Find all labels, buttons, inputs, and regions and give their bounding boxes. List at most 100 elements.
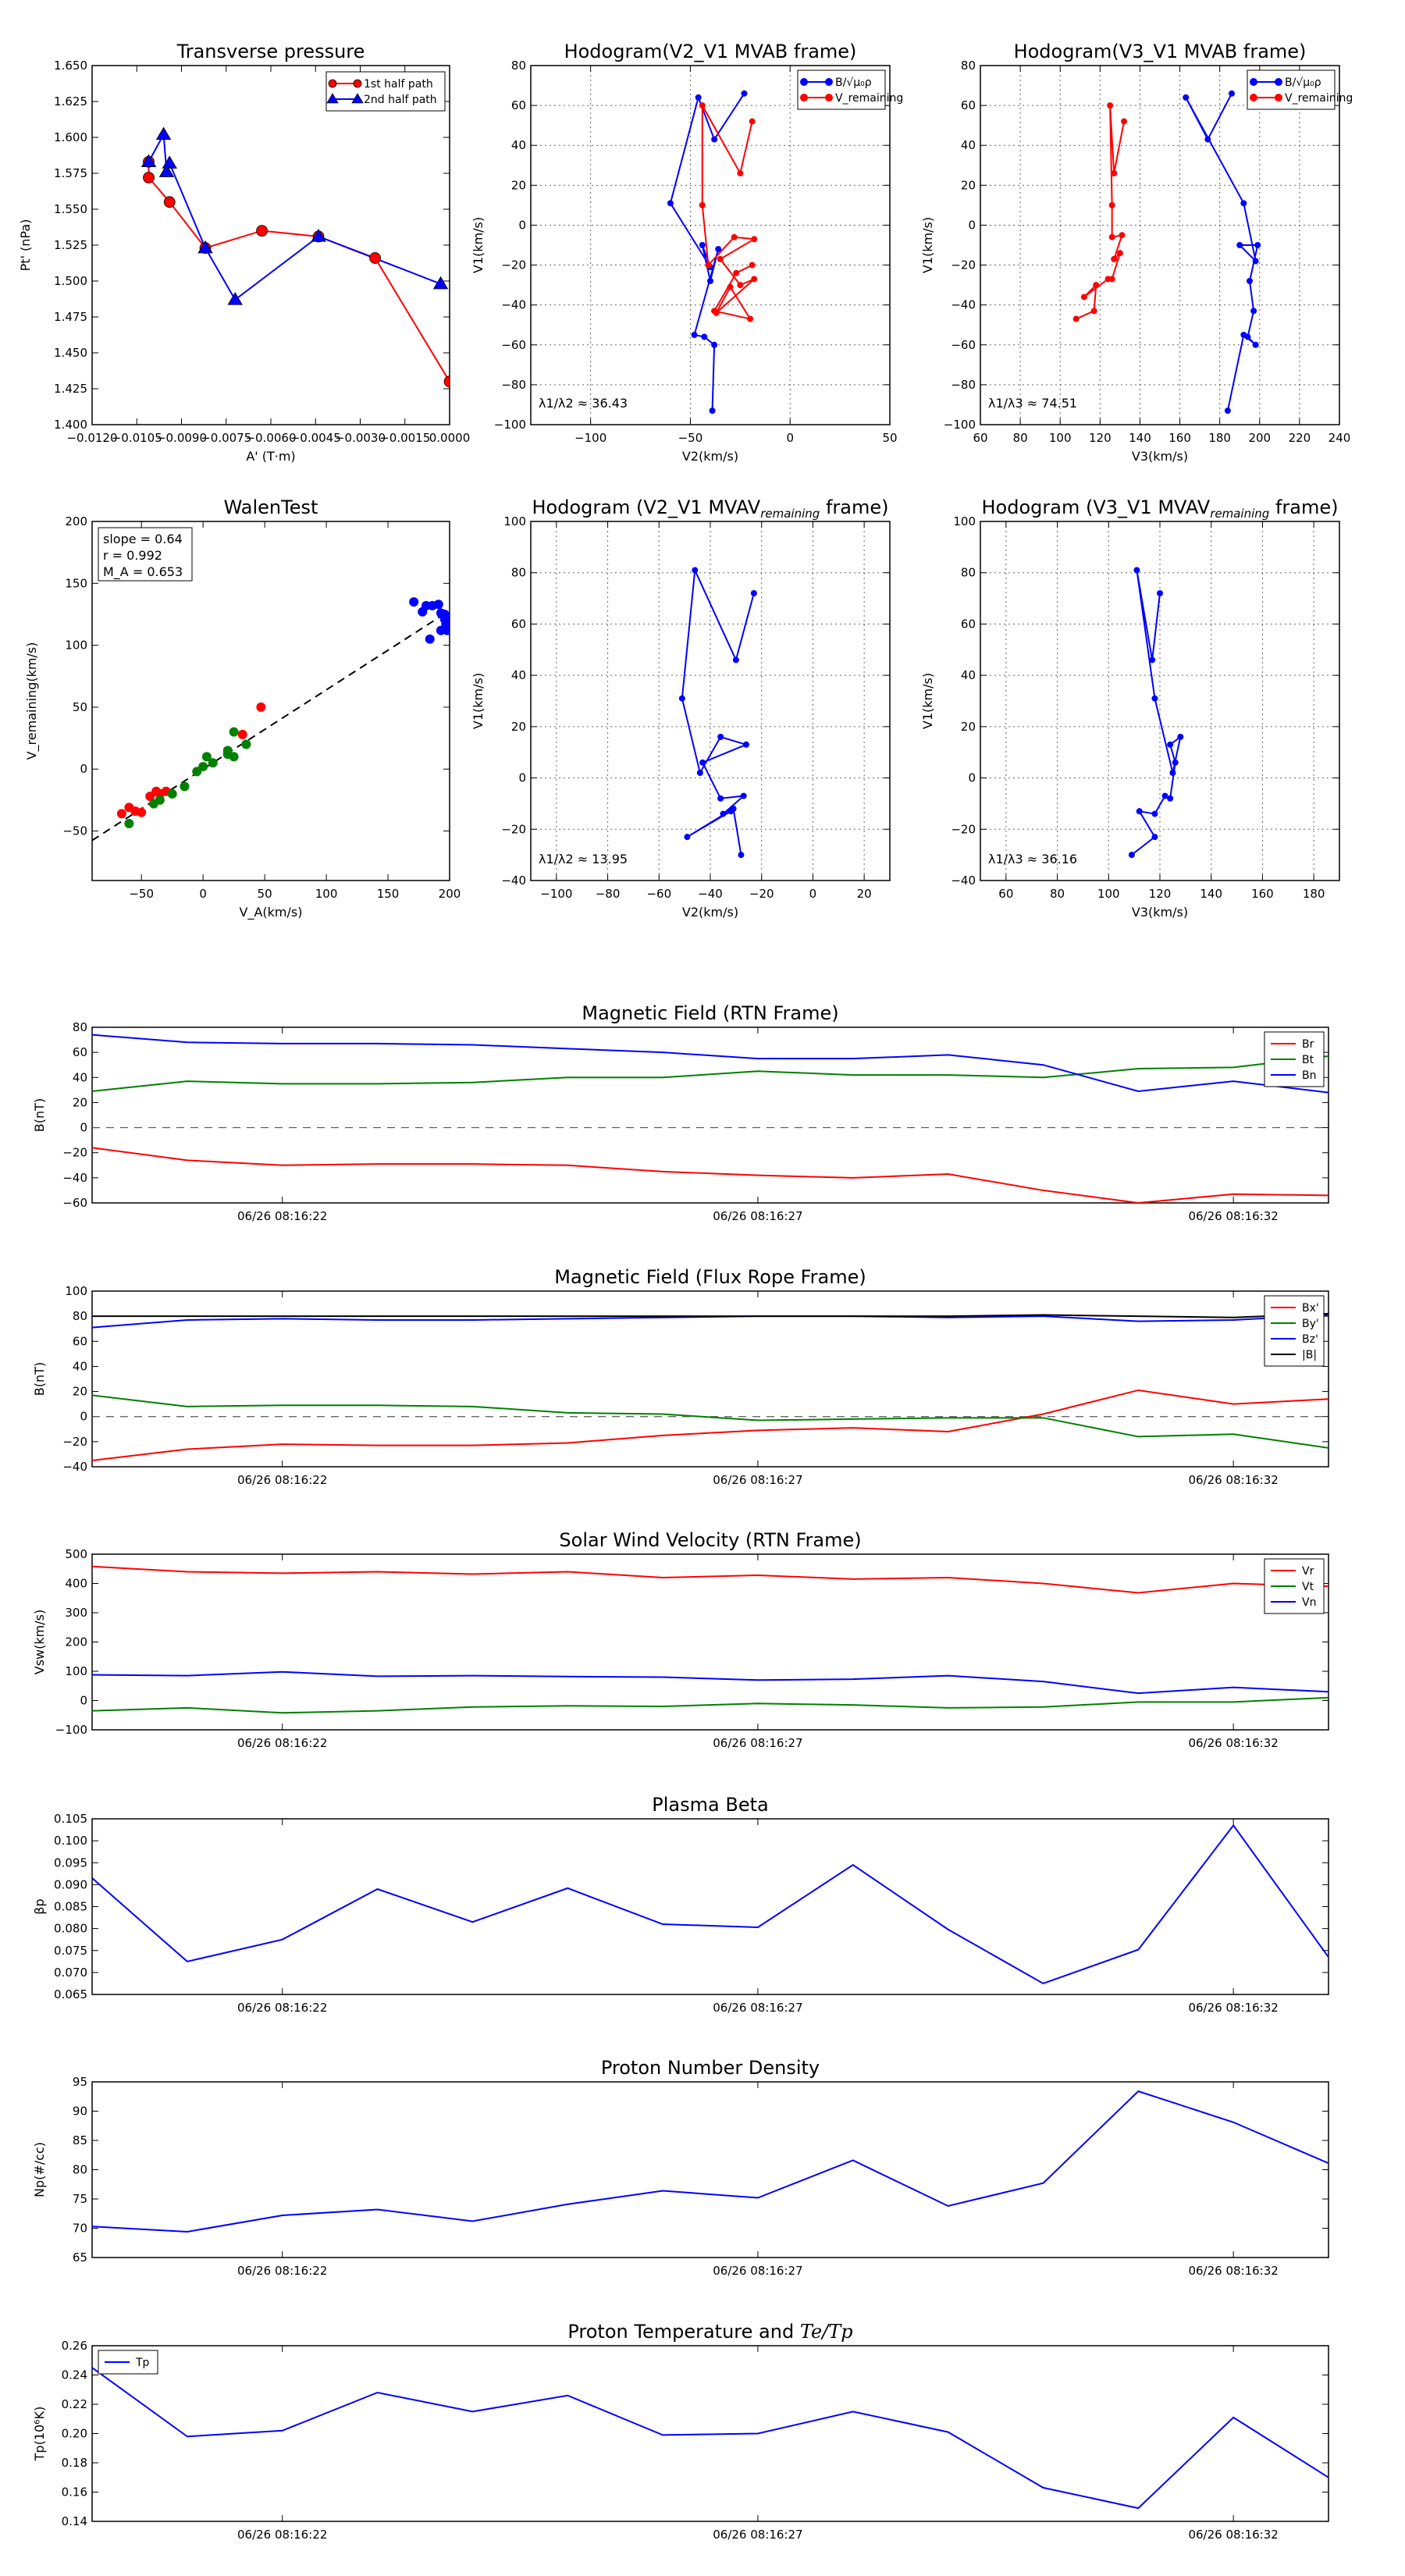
- data-point: [328, 79, 337, 88]
- panel-np: 06/26 08:16:22 06/26 08:16:27 06/26 08:16:…: [32, 2057, 1329, 2278]
- data-point: [158, 164, 175, 177]
- chart-title: Magnetic Field (RTN Frame): [582, 1002, 838, 1024]
- data-point-blue: [433, 600, 443, 610]
- legend-label: V_remaining: [835, 92, 903, 105]
- x-tick-label: 50: [258, 887, 272, 901]
- x-tick-label: 06/26 08:16:22: [237, 2528, 327, 2542]
- y-axis-label: V1(km/s): [471, 217, 486, 273]
- data-point: [1240, 200, 1247, 207]
- y-tick-label: −40: [951, 873, 976, 888]
- legend-label: V_remaining: [1285, 92, 1353, 105]
- panel-mag_fr: 06/26 08:16:22 06/26 08:16:27 06/26 08:16:…: [32, 1266, 1329, 1487]
- panel-mag_rtn: 06/26 08:16:22 06/26 08:16:27 06/26 08:16:…: [32, 1002, 1329, 1223]
- y-tick-label: 80: [511, 59, 526, 73]
- y-tick-label: 80: [73, 2163, 87, 2177]
- data-point-green: [201, 752, 212, 762]
- x-tick-label: −20: [749, 887, 774, 901]
- data-point: [720, 810, 727, 817]
- y-tick-label: −80: [951, 378, 976, 392]
- x-tick-label: 0: [199, 887, 207, 901]
- data-point: [684, 834, 691, 841]
- data-point: [1072, 315, 1080, 322]
- data-point: [1275, 78, 1282, 86]
- data-point: [1136, 808, 1143, 815]
- legend-label: Vt: [1302, 1581, 1314, 1593]
- panel-h21r: −100 −80 −60 −40 −20 0 20 −40 −20 0 20 40 60 80 100 Hod…: [471, 496, 891, 920]
- data-point: [1128, 852, 1135, 859]
- y-tick-label: −60: [501, 338, 526, 352]
- panel-vsw: 06/26 08:16:22 06/26 08:16:27 06/26 08:16:…: [32, 1529, 1329, 1750]
- data-point: [711, 308, 718, 315]
- legend-label: B/√μ₀ρ: [835, 76, 872, 89]
- y-tick-label: 0.18: [62, 2456, 87, 2470]
- y-axis-label: Pt' (nPa): [18, 219, 33, 272]
- title-math: Te/Tp: [800, 2321, 853, 2343]
- plot-frame: [980, 521, 1340, 881]
- x-tick-label: 06/26 08:16:32: [1188, 2528, 1278, 2542]
- data-point: [197, 240, 213, 254]
- data-point: [256, 225, 268, 237]
- y-tick-label: 0.24: [62, 2368, 87, 2382]
- y-tick-label: 0: [80, 1121, 87, 1135]
- data-point: [1229, 90, 1235, 97]
- y-tick-label: 60: [73, 1045, 87, 1059]
- data-point: [1167, 741, 1174, 748]
- data-point: [1149, 656, 1156, 664]
- data-point: [1151, 695, 1158, 702]
- data-point: [1252, 258, 1259, 265]
- x-tick-label: 140: [1129, 431, 1151, 445]
- x-tick-label: −0.0060: [245, 431, 296, 445]
- y-tick-label: 200: [65, 514, 87, 528]
- y-tick-label: 0.080: [54, 1922, 87, 1936]
- plot-frame: [91, 1818, 1329, 1995]
- y-tick-label: 1.425: [54, 382, 87, 396]
- data-point: [1108, 233, 1115, 240]
- data-point: [717, 255, 724, 262]
- x-tick-label: 200: [439, 887, 461, 901]
- y-tick-label: 95: [73, 2075, 87, 2089]
- title-main: Proton Temperature and: [567, 2321, 799, 2343]
- data-point: [738, 852, 745, 859]
- data-point: [1161, 792, 1168, 799]
- y-tick-label: −20: [501, 258, 526, 272]
- y-tick-label: 1.625: [54, 94, 87, 109]
- data-point: [747, 315, 754, 322]
- data-point: [162, 155, 177, 169]
- data-point: [1177, 734, 1184, 740]
- stats-line: r = 0.992: [103, 548, 162, 563]
- legend-label: B/√μ₀ρ: [1285, 76, 1321, 89]
- x-tick-label: 06/26 08:16:32: [1188, 1473, 1278, 1487]
- data-point: [1252, 341, 1259, 348]
- y-tick-label: 0.065: [54, 1987, 87, 2001]
- plot-area: [1072, 90, 1261, 415]
- data-point-green: [229, 727, 239, 737]
- eigenvalue-ratio-annotation: λ1/λ3 ≈ 36.16: [988, 852, 1077, 866]
- legend-label: Bn: [1302, 1069, 1316, 1082]
- data-point-red: [256, 702, 266, 712]
- data-point: [1169, 770, 1176, 776]
- data-point: [140, 154, 157, 167]
- y-tick-label: 90: [73, 2105, 87, 2119]
- y-tick-label: 60: [961, 617, 976, 631]
- data-point: [1250, 78, 1257, 86]
- y-tick-label: 1.450: [54, 346, 87, 360]
- x-tick-label: 120: [1089, 431, 1112, 445]
- data-point: [749, 262, 756, 269]
- plot-area: [92, 1034, 1329, 1203]
- data-point-blue: [439, 609, 450, 619]
- legend-label: 2nd half path: [364, 94, 437, 106]
- data-point: [750, 590, 757, 596]
- y-tick-label: 0: [80, 762, 87, 776]
- data-point: [1240, 332, 1247, 338]
- x-tick-label: −40: [698, 887, 723, 901]
- stats-line: slope = 0.64: [103, 532, 183, 546]
- series-line-Bt: [92, 1055, 1329, 1092]
- panel-h31: 60 80 100 120 140 160 180 200 220 240−100−80−60−4…: [920, 41, 1353, 464]
- data-point-red: [116, 809, 126, 819]
- fit-line: [92, 610, 450, 841]
- data-point: [701, 333, 708, 340]
- y-tick-label: 100: [65, 639, 87, 653]
- x-axis-label: V2(km/s): [682, 449, 738, 464]
- plot-frame: [91, 521, 450, 881]
